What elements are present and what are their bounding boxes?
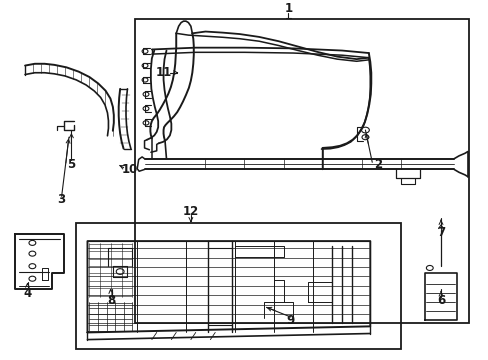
Text: 1: 1 (284, 3, 292, 15)
Text: 9: 9 (286, 314, 294, 327)
Text: 6: 6 (436, 294, 444, 307)
Text: 4: 4 (23, 287, 32, 300)
Text: 3: 3 (58, 193, 65, 206)
Text: 2: 2 (374, 158, 382, 171)
Text: 5: 5 (67, 158, 75, 171)
Text: 8: 8 (107, 294, 116, 307)
Text: 7: 7 (436, 226, 444, 239)
Text: 11: 11 (156, 66, 172, 79)
Text: 12: 12 (183, 205, 199, 218)
Text: 10: 10 (122, 163, 138, 176)
Bar (76, 223, 400, 348)
Bar (135, 19, 468, 324)
